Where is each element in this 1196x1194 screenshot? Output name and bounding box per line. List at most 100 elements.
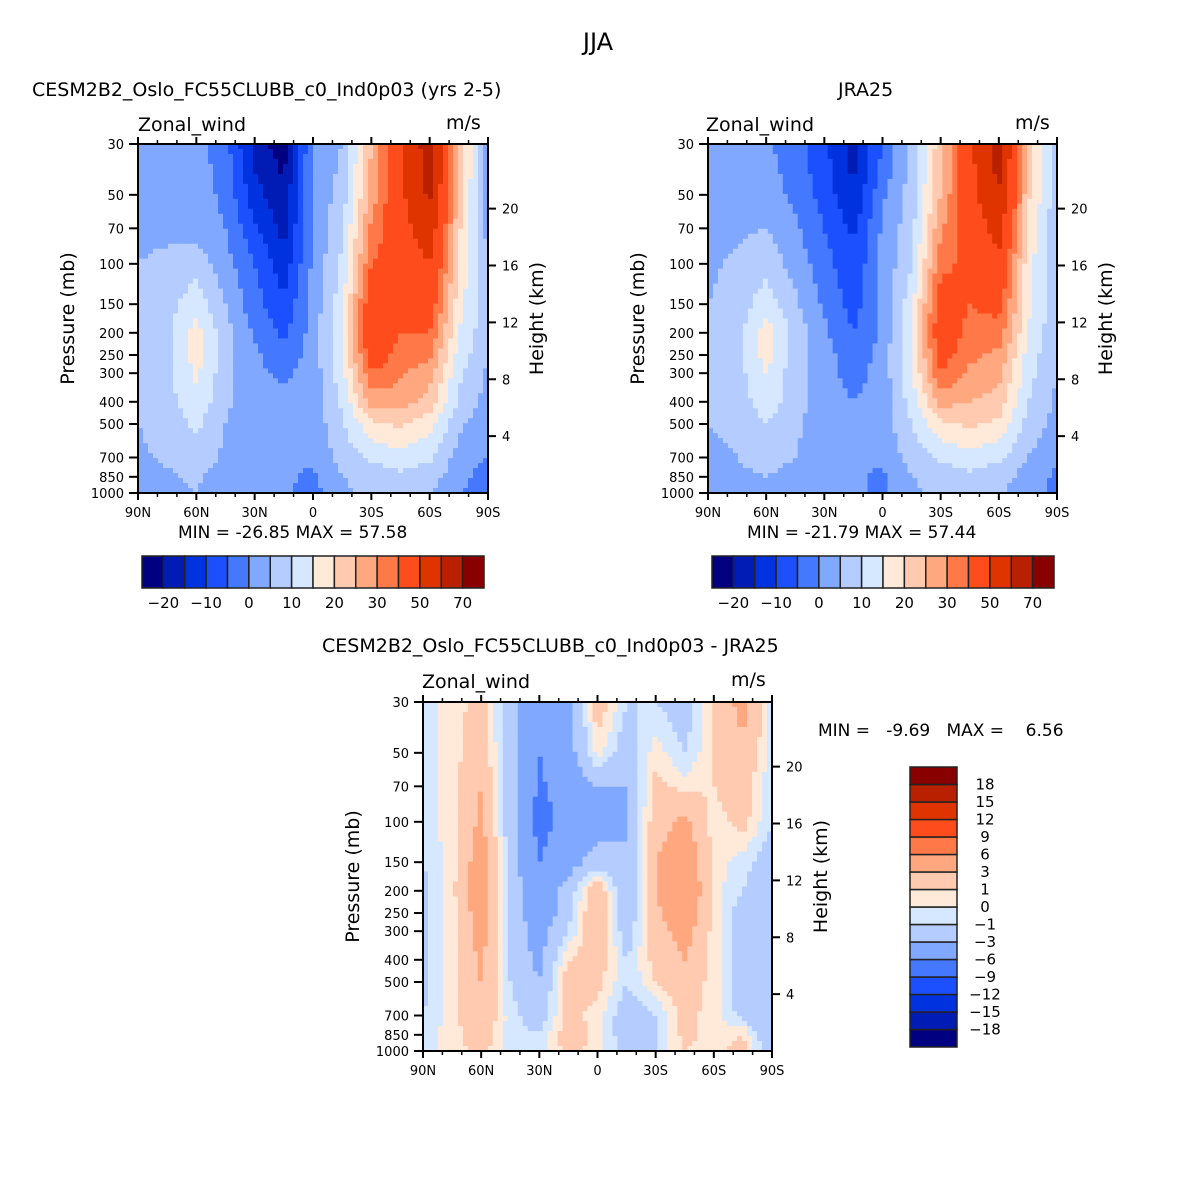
contour-cell — [298, 403, 304, 409]
contour-cell — [383, 183, 389, 190]
contour-cell — [453, 273, 459, 280]
contour-cell — [423, 198, 429, 205]
contour-cell — [393, 248, 399, 255]
contour-cell — [288, 253, 294, 260]
contour-cell — [388, 308, 394, 315]
contour-cell — [408, 338, 414, 345]
contour-cell — [223, 338, 229, 345]
contour-cell — [323, 198, 329, 205]
contour-cell — [403, 303, 409, 310]
contour-cell — [288, 413, 294, 419]
contour-cell — [213, 148, 219, 155]
contour-cell — [423, 328, 429, 335]
contour-cell — [238, 423, 244, 429]
contour-cell — [308, 283, 314, 290]
contour-cell — [308, 398, 314, 404]
contour-cell — [303, 403, 309, 409]
contour-cell — [313, 223, 319, 230]
contour-cell — [258, 448, 264, 454]
contour-cell — [248, 218, 254, 225]
contour-cell — [158, 263, 164, 270]
contour-cell — [243, 223, 249, 230]
contour-cell — [363, 203, 369, 210]
contour-cell — [153, 228, 159, 235]
contour-cell — [363, 168, 369, 175]
contour-cell — [408, 328, 414, 335]
contour-cell — [478, 188, 484, 195]
contour-cell — [483, 318, 489, 325]
contour-cell — [218, 468, 224, 474]
contour-cell — [213, 153, 219, 160]
contour-cell — [188, 358, 194, 364]
contour-cell — [383, 403, 389, 409]
contour-cell — [373, 218, 379, 225]
contour-cell — [418, 238, 424, 245]
contour-cell — [443, 483, 449, 489]
contour-cell — [288, 163, 294, 170]
contour-cell — [423, 428, 429, 434]
contour-cell — [343, 298, 349, 305]
contour-cell — [403, 453, 409, 459]
contour-cell — [428, 163, 434, 170]
contour-cell — [193, 323, 199, 330]
contour-cell — [273, 188, 279, 195]
contour-cell — [408, 388, 414, 394]
contour-cell — [218, 448, 224, 454]
contour-cell — [328, 208, 334, 215]
contour-cell — [268, 443, 274, 449]
contour-cell — [348, 323, 354, 330]
contour-cell — [363, 228, 369, 235]
contour-cell — [443, 148, 449, 155]
contour-cell — [233, 153, 239, 160]
contour-cell — [318, 388, 324, 394]
contour-cell — [428, 223, 434, 230]
contour-cell — [393, 483, 399, 489]
contour-cell — [413, 388, 419, 394]
contour-cell — [473, 313, 479, 320]
contour-cell — [258, 373, 264, 379]
contour-cell — [383, 158, 389, 165]
contour-cell — [338, 378, 344, 384]
contour-cell — [443, 323, 449, 330]
contour-cell — [228, 483, 234, 489]
contour-cell — [198, 298, 204, 305]
contour-cell — [243, 263, 249, 270]
contour-cell — [418, 463, 424, 469]
contour-cell — [168, 163, 174, 170]
contour-cell — [143, 328, 149, 335]
contour-cell — [348, 473, 354, 479]
contour-cell — [348, 173, 354, 180]
contour-cell — [353, 158, 359, 165]
contour-cell — [263, 423, 269, 429]
contour-cell — [383, 213, 389, 220]
contour-cell — [343, 473, 349, 479]
contour-cell — [313, 233, 319, 240]
contour-cell — [238, 153, 244, 160]
contour-cell — [318, 328, 324, 335]
contour-cell — [233, 343, 239, 350]
contour-cell — [158, 468, 164, 474]
contour-cell — [248, 163, 254, 170]
contour-cell — [158, 188, 164, 195]
contour-cell — [148, 253, 154, 260]
contour-cell — [148, 458, 154, 464]
contour-cell — [403, 193, 409, 200]
contour-cell — [283, 358, 289, 364]
contour-cell — [368, 213, 374, 220]
contour-cell — [293, 338, 299, 345]
contour-cell — [428, 158, 434, 165]
contour-cell — [163, 158, 169, 165]
contour-cell — [143, 218, 149, 225]
contour-cell — [148, 388, 154, 394]
contour-cell — [333, 388, 339, 394]
contour-cell — [243, 468, 249, 474]
contour-cell — [433, 258, 439, 265]
contour-cell — [288, 428, 294, 434]
contour-cell — [278, 423, 284, 429]
contour-cell — [243, 173, 249, 180]
contour-cell — [438, 223, 444, 230]
contour-cell — [408, 188, 414, 195]
contour-cell — [393, 383, 399, 389]
contour-cell — [203, 308, 209, 315]
contour-cell — [178, 363, 184, 369]
